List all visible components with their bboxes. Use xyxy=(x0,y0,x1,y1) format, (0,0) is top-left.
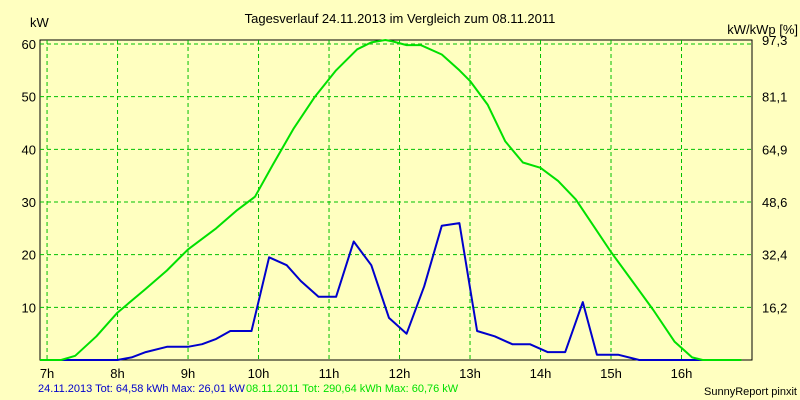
y-right-tick-label: 81,1 xyxy=(762,90,787,105)
y-left-tick-label: 10 xyxy=(22,300,36,315)
series-line-2 xyxy=(40,39,742,361)
legend-series-1-summary: 24.11.2013 Tot: 64,58 kWh Max: 26,01 kW xyxy=(38,383,245,395)
x-tick-label: 8h xyxy=(110,366,124,381)
series-lines xyxy=(40,39,742,361)
y-axis-right-label: kW/kWp [%] xyxy=(727,22,798,37)
x-tick-label: 12h xyxy=(389,366,411,381)
grid xyxy=(40,40,752,360)
y-right-tick-label: 16,2 xyxy=(762,300,787,315)
y-right-tick-label: 48,6 xyxy=(762,195,787,210)
y-left-tick-label: 40 xyxy=(22,142,36,157)
y-right-tick-label: 64,9 xyxy=(762,142,787,157)
ticks: 7h 8h 9h 10h 11h 12h 13h 14h 15h 16h 10 20 30 40 50 60 1… xyxy=(22,33,788,381)
y-right-tick-label: 32,4 xyxy=(762,248,787,263)
y-right-tick-label: 97,3 xyxy=(762,33,787,48)
y-left-tick-label: 60 xyxy=(22,37,36,52)
x-tick-label: 14h xyxy=(530,366,552,381)
x-tick-label: 11h xyxy=(319,366,340,381)
credit-text: SunnyReport pinxit xyxy=(704,386,797,398)
series-line-1 xyxy=(40,222,724,361)
plot-area xyxy=(39,39,753,361)
x-tick-label: 10h xyxy=(248,366,270,381)
y-axis-left-label: kW xyxy=(30,15,50,30)
legend-series-2-summary: 08.11.2011 Tot: 290,64 kWh Max: 60,76 kW xyxy=(246,383,459,395)
x-tick-label: 7h xyxy=(40,366,54,381)
chart-title: Tagesverlauf 24.11.2013 im Vergleich zum… xyxy=(245,11,556,26)
x-tick-label: 16h xyxy=(671,366,693,381)
y-left-tick-label: 50 xyxy=(22,90,36,105)
y-left-tick-label: 30 xyxy=(22,195,36,210)
x-tick-label: 15h xyxy=(600,366,622,381)
x-tick-label: 9h xyxy=(181,366,195,381)
y-left-tick-label: 20 xyxy=(22,248,36,263)
x-tick-label: 13h xyxy=(459,366,481,381)
